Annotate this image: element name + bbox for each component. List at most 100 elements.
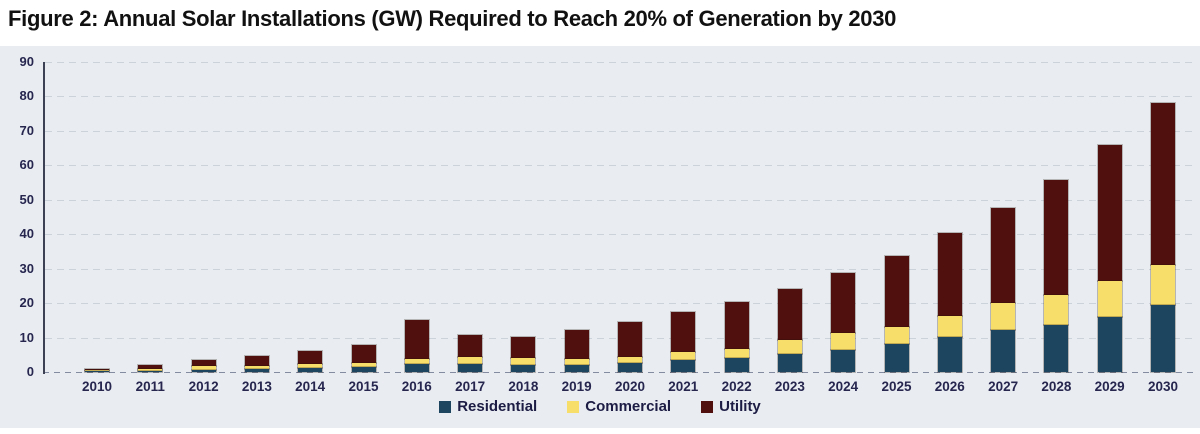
x-tick-label-2015: 2015 xyxy=(348,379,379,394)
bar-2025 xyxy=(883,255,910,373)
segment-residential-2013 xyxy=(243,368,270,373)
segment-residential-2025 xyxy=(883,342,910,373)
segment-commercial-2023 xyxy=(776,339,803,355)
segment-utility-2012 xyxy=(190,359,217,368)
bar-2024 xyxy=(830,272,857,373)
segment-utility-2011 xyxy=(137,364,164,370)
bar-2018 xyxy=(510,336,537,373)
x-tick-label-2021: 2021 xyxy=(668,379,699,394)
zero-line xyxy=(43,372,1197,373)
segment-residential-2024 xyxy=(830,348,857,373)
x-tick-label-2010: 2010 xyxy=(81,379,113,394)
segment-residential-2022 xyxy=(723,356,750,373)
segment-commercial-2011 xyxy=(137,367,164,373)
y-tick-label-40: 40 xyxy=(19,226,34,242)
x-tick-label-2030: 2030 xyxy=(1147,379,1179,394)
segment-commercial-2024 xyxy=(830,332,857,351)
segment-utility-2023 xyxy=(776,287,803,342)
segment-residential-2011 xyxy=(137,369,164,374)
segment-utility-2022 xyxy=(723,301,750,350)
gridline-60 xyxy=(45,165,1197,167)
segment-commercial-2012 xyxy=(190,364,217,371)
bar-2028 xyxy=(1043,178,1070,373)
gridline-40 xyxy=(45,234,1197,236)
gridline-50 xyxy=(45,199,1197,201)
legend-item-residential: Residential xyxy=(439,398,537,415)
segment-commercial-2019 xyxy=(563,357,590,366)
x-tick-label-2026: 2026 xyxy=(934,379,965,394)
segment-residential-2020 xyxy=(617,361,643,374)
bar-2030 xyxy=(1150,101,1176,373)
segment-commercial-2018 xyxy=(510,357,537,366)
bar-2026 xyxy=(936,231,963,373)
segment-commercial-2026 xyxy=(936,314,963,338)
chart-title: Figure 2: Annual Solar Installations (GW… xyxy=(8,6,897,31)
segment-residential-2016 xyxy=(403,363,430,373)
segment-utility-2015 xyxy=(350,344,377,364)
y-tick-label-10: 10 xyxy=(19,329,34,345)
legend-swatch-commercial xyxy=(567,400,580,413)
legend-label-commercial: Commercial xyxy=(585,398,672,415)
x-tick-label-2014: 2014 xyxy=(295,379,326,394)
segment-residential-2027 xyxy=(990,328,1017,373)
segment-residential-2017 xyxy=(457,363,484,373)
segment-commercial-2010 xyxy=(84,368,110,373)
x-tick-label-2025: 2025 xyxy=(881,379,912,394)
y-tick-label-0: 0 xyxy=(26,364,34,379)
y-tick-label-50: 50 xyxy=(19,191,34,207)
segment-residential-2023 xyxy=(776,352,803,373)
segment-utility-2021 xyxy=(670,311,697,353)
segment-commercial-2030 xyxy=(1150,263,1176,307)
segment-utility-2019 xyxy=(563,328,590,360)
x-tick-label-2024: 2024 xyxy=(828,379,859,394)
y-tick-label-60: 60 xyxy=(19,157,34,173)
segment-commercial-2020 xyxy=(617,355,643,364)
bar-2019 xyxy=(563,328,590,373)
x-tick-label-2023: 2023 xyxy=(774,379,805,394)
x-tick-label-2029: 2029 xyxy=(1094,379,1125,394)
bar-2027 xyxy=(990,207,1017,373)
gridline-90 xyxy=(45,62,1197,63)
x-tick-label-2019: 2019 xyxy=(561,379,592,394)
segment-residential-2012 xyxy=(190,368,217,374)
segment-utility-2029 xyxy=(1096,143,1123,283)
x-tick-label-2020: 2020 xyxy=(614,379,646,394)
segment-utility-2010 xyxy=(84,367,110,371)
y-tick-label-90: 90 xyxy=(19,54,34,69)
segment-utility-2017 xyxy=(457,334,484,359)
segment-commercial-2021 xyxy=(670,350,697,362)
segment-utility-2028 xyxy=(1043,178,1070,296)
segment-utility-2024 xyxy=(830,272,857,335)
x-tick-label-2027: 2027 xyxy=(988,379,1019,394)
legend-swatch-residential xyxy=(439,400,452,413)
legend-item-utility: Utility xyxy=(701,398,761,415)
y-tick-label-20: 20 xyxy=(19,295,34,311)
segment-residential-2015 xyxy=(350,365,377,373)
bar-2023 xyxy=(776,287,803,373)
segment-residential-2026 xyxy=(936,335,963,373)
bar-2014 xyxy=(297,349,324,373)
segment-utility-2013 xyxy=(243,354,270,367)
segment-residential-2021 xyxy=(670,359,697,373)
bar-2015 xyxy=(350,344,377,373)
segment-residential-2010 xyxy=(84,370,110,373)
bar-2017 xyxy=(457,334,484,373)
x-tick-label-2028: 2028 xyxy=(1041,379,1072,394)
segment-commercial-2016 xyxy=(403,358,430,366)
bar-2010 xyxy=(84,367,110,373)
segment-utility-2025 xyxy=(883,255,910,328)
gridline-70 xyxy=(45,130,1197,132)
y-tick-label-30: 30 xyxy=(19,260,34,276)
gridline-80 xyxy=(45,96,1197,98)
segment-utility-2027 xyxy=(990,207,1017,304)
segment-commercial-2027 xyxy=(990,301,1017,331)
legend: Residential Commercial Utility xyxy=(0,398,1200,415)
x-tick-label-2013: 2013 xyxy=(241,379,272,394)
legend-swatch-utility xyxy=(701,400,714,413)
segment-residential-2028 xyxy=(1043,323,1070,373)
legend-label-residential: Residential xyxy=(457,398,538,415)
y-axis-line xyxy=(43,62,45,374)
bar-2022 xyxy=(723,301,750,373)
x-tick-label-2022: 2022 xyxy=(721,379,752,394)
legend-label-utility: Utility xyxy=(719,398,761,415)
